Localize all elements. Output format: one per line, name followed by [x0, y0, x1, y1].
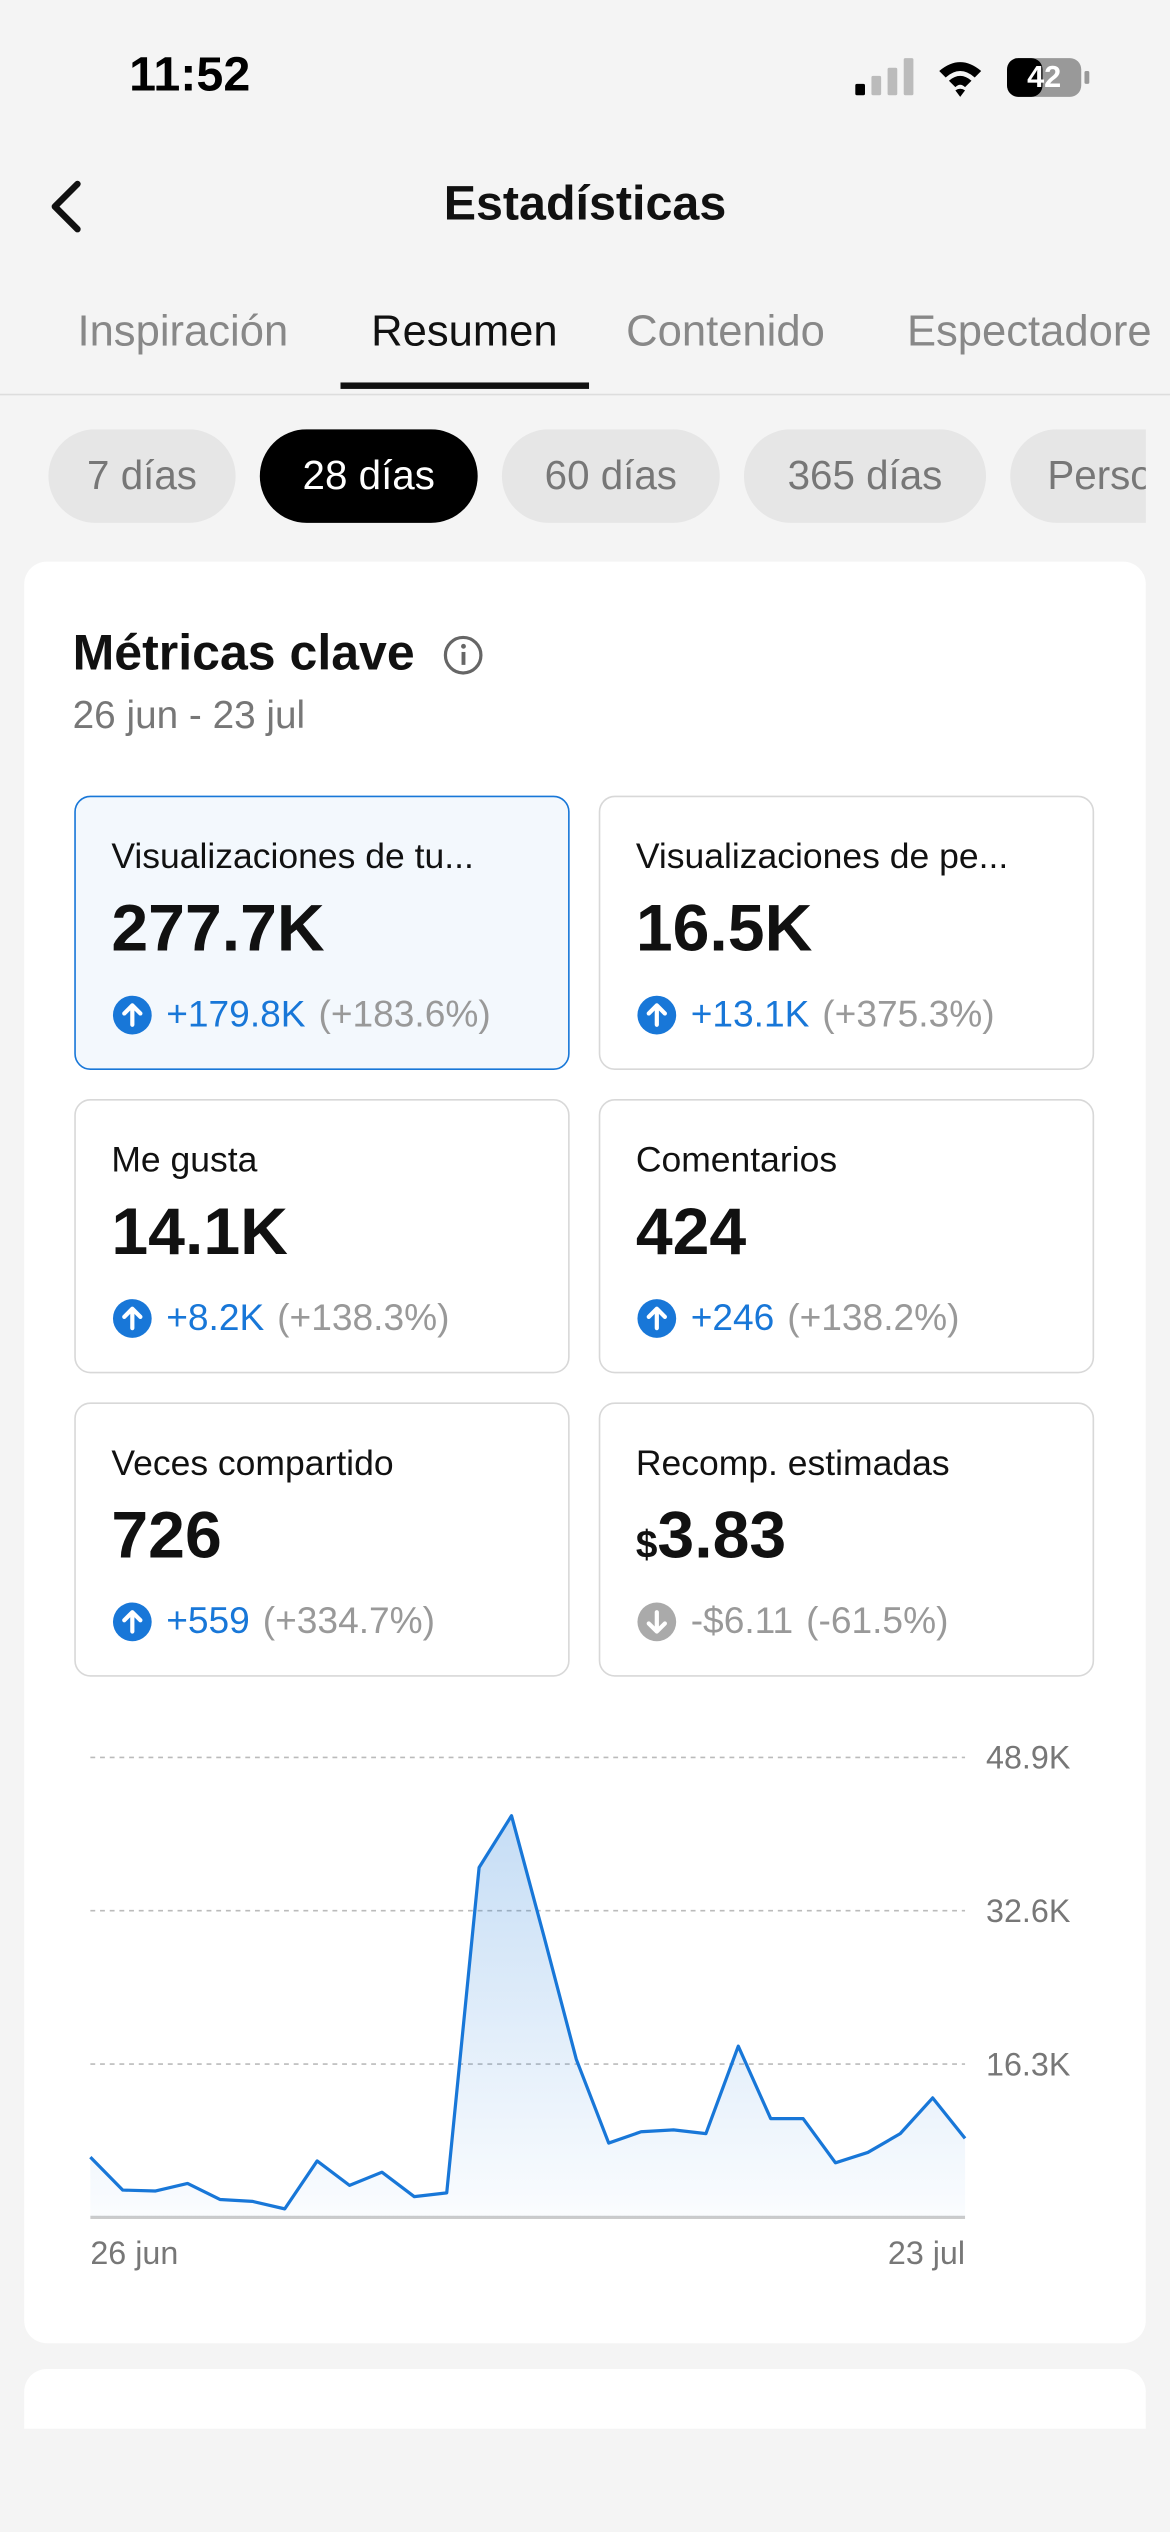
- metric-value: 277.7K: [111, 891, 324, 967]
- period-chip[interactable]: 28 días: [259, 429, 478, 523]
- trend-icon: [637, 994, 677, 1034]
- trend-icon: [112, 994, 152, 1034]
- card-title: Métricas clave: [72, 624, 415, 682]
- metric-value: 726: [111, 1498, 221, 1574]
- metric-card[interactable]: Me gusta 14.1K +8.2K (+138.3%): [74, 1098, 570, 1374]
- metric-change: +246 (+138.2%): [636, 1296, 960, 1340]
- info-icon[interactable]: [442, 634, 484, 676]
- metric-label: Visualizaciones de tu...: [111, 835, 474, 877]
- area: [90, 1815, 966, 2218]
- metric-value: $3.83: [636, 1498, 786, 1574]
- metric-label: Me gusta: [111, 1139, 258, 1180]
- metric-number: 424: [635, 1194, 747, 1269]
- tab[interactable]: Inspiración: [77, 306, 289, 356]
- metric-card[interactable]: Visualizaciones de pe... 16.5K +13.1K (+375…: [598, 795, 1095, 1070]
- change-percent: (+138.3%): [277, 1295, 450, 1338]
- back-button[interactable]: [42, 178, 90, 236]
- tab-bar: Inspiración Resumen Contenido Espectadore: [0, 290, 1170, 396]
- change-value: +179.8K: [166, 992, 306, 1035]
- x-tick-label: 23 jul: [888, 2235, 965, 2271]
- metric-number: 726: [111, 1497, 222, 1572]
- status-icons: 42: [855, 58, 1090, 97]
- metric-change: +559 (+334.7%): [111, 1599, 435, 1643]
- period-selector: 7 días 28 días 60 días 365 días Perso: [0, 429, 1146, 526]
- page-title: Estadísticas: [443, 177, 727, 231]
- metric-change: -$6.11 (-61.5%): [636, 1599, 949, 1643]
- trend-icon: [637, 1298, 677, 1338]
- metric-number: 14.1K: [111, 1194, 288, 1269]
- change-percent: (+183.6%): [318, 992, 491, 1035]
- tab[interactable]: Contenido: [626, 306, 825, 356]
- change-percent: (-61.5%): [806, 1599, 949, 1642]
- next-card: [24, 2369, 1146, 2429]
- change-percent: (+334.7%): [262, 1599, 436, 1642]
- change-value: +13.1K: [690, 992, 810, 1035]
- metric-card[interactable]: Recomp. estimadas $3.83 -$6.11 (-61.5%): [598, 1402, 1095, 1677]
- tab[interactable]: Resumen: [340, 306, 588, 389]
- y-tick-label: 48.9K: [986, 1740, 1071, 1776]
- change-value: +8.2K: [166, 1295, 265, 1338]
- metric-card[interactable]: Veces compartido 726 +559 (+334.7%): [74, 1402, 570, 1677]
- y-tick-label: 16.3K: [986, 2046, 1071, 2082]
- period-chip[interactable]: 365 días: [743, 429, 987, 523]
- metric-number: 277.7K: [111, 890, 325, 966]
- date-range: 26 jun - 23 jul: [72, 693, 306, 738]
- change-value: -$6.11: [690, 1599, 794, 1642]
- metric-value: 14.1K: [111, 1194, 288, 1270]
- status-time: 11:52: [129, 48, 251, 102]
- metric-currency: $: [635, 1523, 658, 1567]
- metric-label: Recomp. estimadas: [635, 1442, 950, 1484]
- period-chip[interactable]: 7 días: [48, 429, 236, 523]
- change-value: +559: [166, 1599, 250, 1642]
- metric-number: 16.5K: [635, 890, 813, 966]
- metric-card[interactable]: Comentarios 424 +246 (+138.2%): [598, 1098, 1095, 1374]
- metric-label: Comentarios: [635, 1139, 838, 1180]
- metric-card[interactable]: Visualizaciones de tu... 277.7K +179.8K (+1…: [74, 795, 570, 1070]
- y-tick-label: 32.6K: [986, 1893, 1071, 1929]
- metric-change: +179.8K (+183.6%): [111, 992, 491, 1036]
- change-percent: (+138.2%): [787, 1295, 960, 1338]
- metric-value: 16.5K: [636, 891, 813, 967]
- x-tick-label: 26 jun: [90, 2235, 178, 2271]
- battery-level: 42: [1027, 60, 1061, 94]
- line: [89, 1814, 967, 2211]
- metric-change: +8.2K (+138.3%): [111, 1296, 449, 1340]
- metric-label: Visualizaciones de pe...: [635, 835, 1009, 877]
- change-value: +246: [690, 1295, 775, 1338]
- trend-icon: [637, 1601, 677, 1641]
- period-chip[interactable]: Perso: [1010, 429, 1146, 523]
- change-percent: (+375.3%): [822, 992, 995, 1035]
- metric-change: +13.1K (+375.3%): [636, 992, 995, 1036]
- period-chip[interactable]: 60 días: [501, 429, 720, 523]
- metric-number: 3.83: [657, 1497, 787, 1572]
- trend-icon: [112, 1298, 152, 1338]
- metric-label: Veces compartido: [111, 1442, 394, 1484]
- chart: 16.3K 32.6K 48.9K 26 jun 23 jul: [89, 1740, 1071, 2271]
- trend-icon: [112, 1601, 152, 1641]
- metric-value: 424: [636, 1194, 746, 1270]
- tab[interactable]: Espectadore: [906, 306, 1152, 356]
